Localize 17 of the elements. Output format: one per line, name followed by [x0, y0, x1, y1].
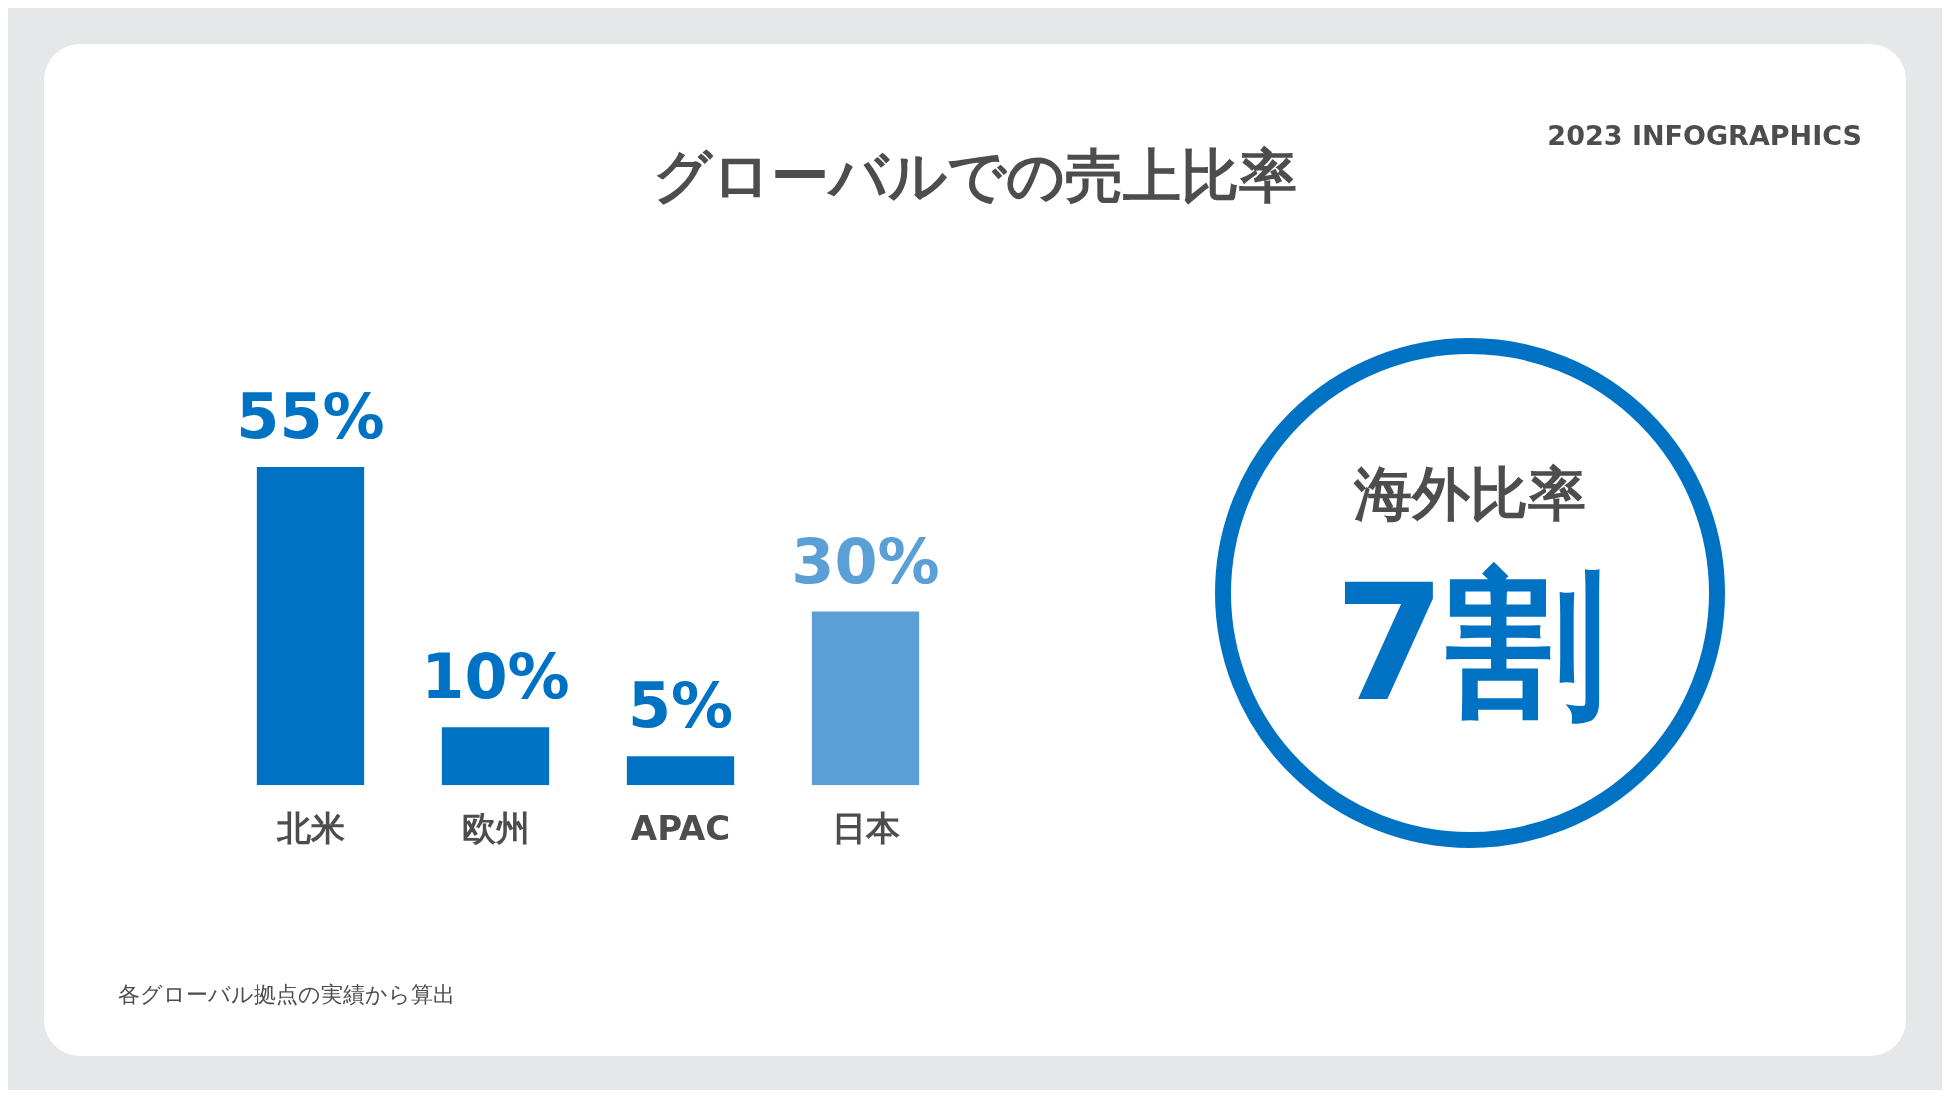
bar: [811, 611, 920, 786]
bar: [256, 466, 365, 786]
data-label: 5%: [627, 669, 734, 743]
x-tick-label: 日本: [831, 808, 901, 849]
chart-title: グローバルでの売上比率: [653, 142, 1297, 210]
x-tick-label: 欧州: [461, 808, 530, 849]
text: 各グローバル拠点の実績から算出: [118, 981, 455, 1009]
x-tick-label: APAC: [630, 808, 731, 849]
bar: [441, 727, 550, 786]
text: 海外比率: [1352, 459, 1587, 530]
data-label: 55%: [236, 380, 385, 454]
bar: [626, 756, 735, 786]
text: 7割: [1333, 549, 1607, 739]
x-tick-label: 北米: [275, 808, 345, 849]
text: 2023 INFOGRAPHICS: [1547, 120, 1862, 151]
data-label: 30%: [791, 524, 940, 598]
data-label: 10%: [421, 640, 570, 714]
